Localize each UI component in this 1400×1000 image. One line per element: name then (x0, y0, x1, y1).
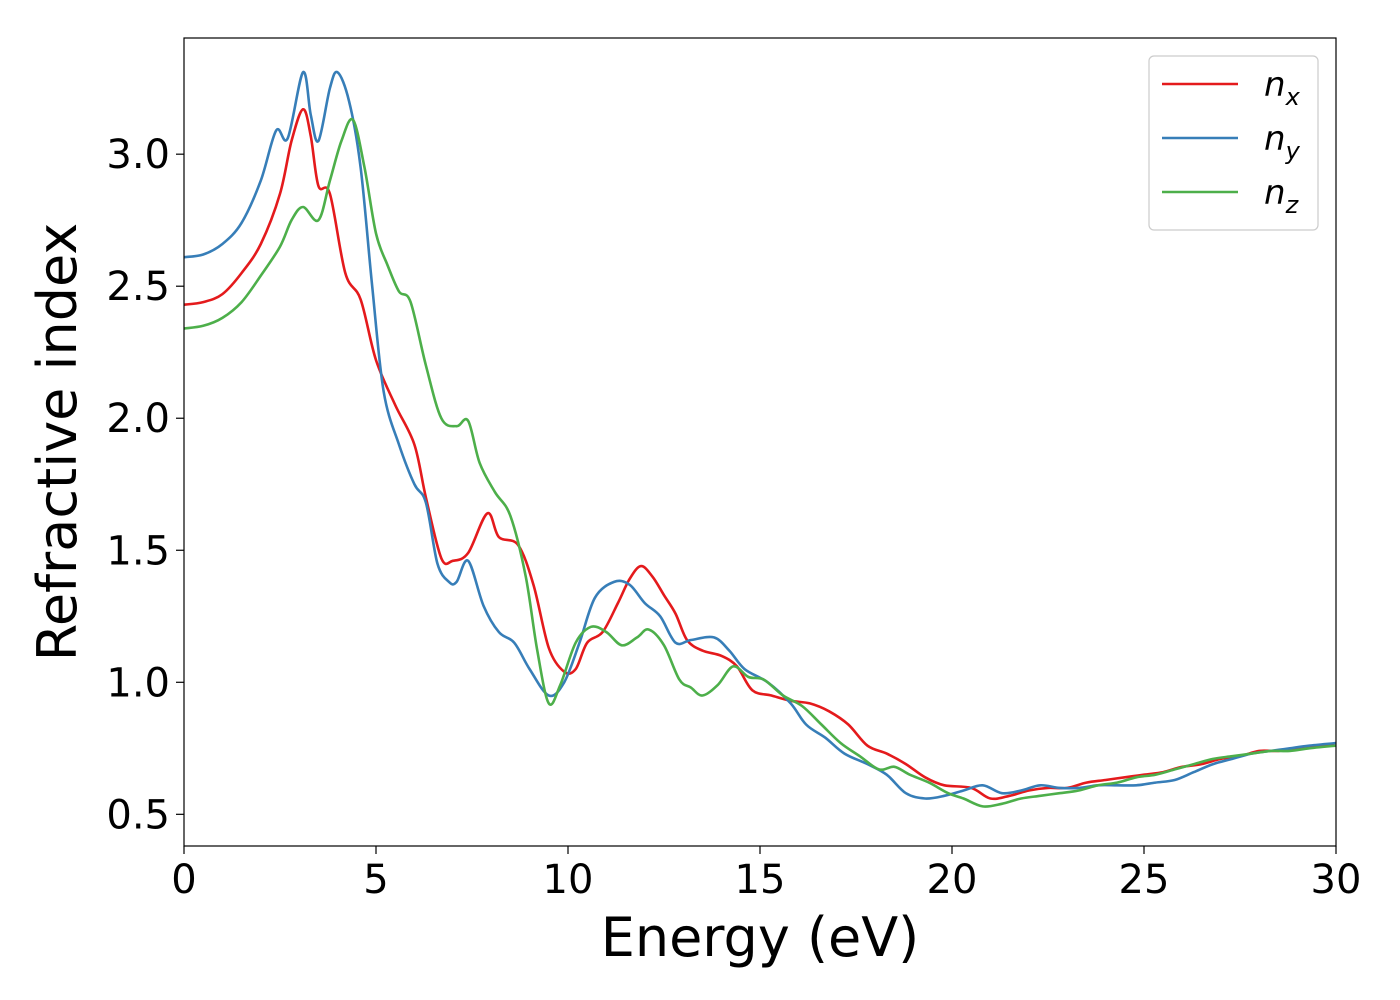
legend-label-nx: nx (1264, 65, 1301, 111)
x-tick-label: 15 (735, 857, 786, 903)
legend-label-ny: ny (1264, 119, 1301, 165)
x-tick-label: 10 (543, 857, 594, 903)
legend-box (1148, 55, 1319, 231)
x-tick-label: 0 (171, 857, 196, 903)
x-axis-title: Energy (eV) (601, 906, 920, 969)
y-tick-label: 1.0 (106, 660, 170, 706)
legend-label-nz: nz (1264, 173, 1300, 219)
legend-label-subscript: y (1285, 137, 1301, 165)
y-axis-title: Refractive index (26, 223, 89, 662)
legend-label-base: n (1264, 65, 1286, 105)
legend-label-subscript: z (1285, 191, 1300, 219)
y-tick-label: 2.0 (106, 396, 170, 442)
x-axis-ticks: 0 5 10 15 20 25 30 (171, 846, 1361, 903)
legend-label-subscript: x (1285, 83, 1301, 111)
legend-label-base: n (1264, 173, 1286, 213)
legend-label-base: n (1264, 119, 1286, 159)
series-line-nz (184, 117, 1336, 808)
y-tick-label: 0.5 (106, 792, 170, 838)
y-tick-label: 2.5 (106, 264, 170, 310)
y-tick-label: 3.0 (106, 132, 170, 178)
x-tick-label: 30 (1311, 857, 1362, 903)
plot-area-frame (183, 37, 1337, 847)
y-tick-label: 1.5 (106, 528, 170, 574)
series-lines (184, 70, 1336, 808)
x-tick-label: 5 (363, 857, 388, 903)
series-line-nx (184, 108, 1336, 801)
x-tick-label: 25 (1119, 857, 1170, 903)
y-axis-ticks: 0.5 1.0 1.5 2.0 2.5 3.0 (106, 132, 184, 838)
x-tick-label: 20 (927, 857, 978, 903)
